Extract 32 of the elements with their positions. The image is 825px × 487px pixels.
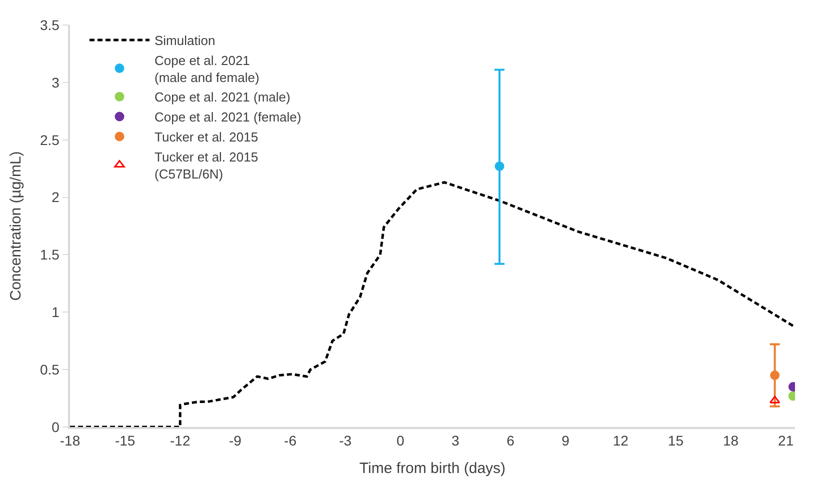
x-tick-label: 0 xyxy=(396,432,404,449)
legend-label: Tucker et al. 2015 (C57BL/6N) xyxy=(154,149,258,182)
x-tick-label: -18 xyxy=(60,432,80,449)
x-tick-label: 15 xyxy=(668,432,684,449)
y-tick-label: 1.5 xyxy=(40,246,60,263)
x-tick-label: 18 xyxy=(722,432,739,449)
x-tick-label: -12 xyxy=(170,432,190,449)
x-tick-label: 21 xyxy=(778,432,794,449)
point xyxy=(494,162,504,172)
y-tick-label: 1 xyxy=(52,304,60,320)
legend-label: Tucker et al. 2015 xyxy=(154,130,258,145)
y-tick-label: 3 xyxy=(52,74,60,90)
legend-label: Cope et al. 2021 (female) xyxy=(154,110,302,125)
y-tick-label: 2.5 xyxy=(40,132,60,148)
y-tick-label: 2 xyxy=(52,189,60,206)
legend-label: Simulation xyxy=(154,33,216,48)
legend-label: Cope et al. 2021 (male) xyxy=(154,90,290,105)
x-tick-label: 12 xyxy=(612,432,629,449)
x-tick-label: -15 xyxy=(114,432,136,449)
x-tick-label: -6 xyxy=(284,432,297,449)
legend-label: Cope et al. 2021 (male and female) xyxy=(154,52,260,85)
y-tick-label: 0.5 xyxy=(40,361,60,378)
x-tick-label: 3 xyxy=(452,432,460,449)
x-tick-label: -3 xyxy=(339,432,352,449)
y-tick-label: 0 xyxy=(52,418,60,435)
x-axis-title: Time from birth (days) xyxy=(359,460,506,478)
x-tick-label: 6 xyxy=(506,432,515,449)
y-axis-title: Concentration (µg/mL) xyxy=(8,151,25,301)
x-tick-label: -9 xyxy=(228,432,242,449)
y-tick-label: 3.5 xyxy=(40,16,60,33)
point xyxy=(770,370,780,380)
x-tick-label: 9 xyxy=(562,432,570,449)
